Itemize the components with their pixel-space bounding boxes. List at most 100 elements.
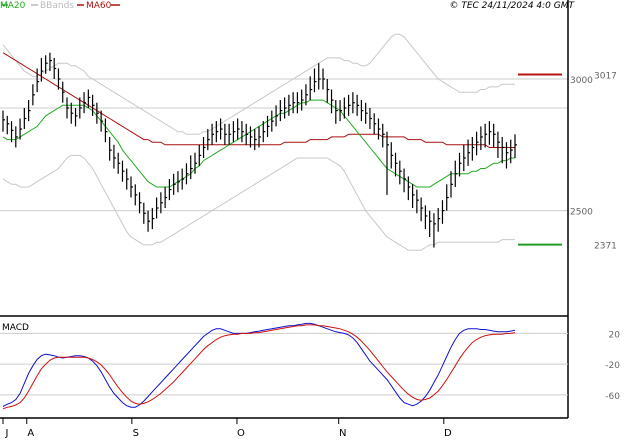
price-bar <box>66 97 69 119</box>
price-bar <box>57 68 61 90</box>
price-bar <box>143 202 146 224</box>
price-bar <box>467 139 471 166</box>
macd-grid <box>0 332 568 396</box>
price-bar <box>245 123 249 145</box>
price-bar <box>343 97 347 119</box>
price-bar <box>365 102 368 124</box>
price-bar <box>104 118 108 143</box>
price-bar <box>254 129 257 151</box>
price-bar <box>83 92 87 114</box>
macd-title: MACD <box>2 323 29 333</box>
price-bar <box>305 84 308 106</box>
price-y-axis: 2500 3000 <box>570 76 593 218</box>
price-bar <box>377 118 381 140</box>
price-bar <box>117 152 121 174</box>
price-bar <box>156 197 159 219</box>
price-bar <box>356 94 360 116</box>
price-bar <box>62 81 65 103</box>
price-bar <box>190 155 193 180</box>
price-bar <box>424 205 428 230</box>
month-label: S <box>133 428 139 439</box>
price-bar <box>335 100 338 124</box>
target-label: 2371 <box>594 242 617 252</box>
price-bar <box>471 136 475 161</box>
price-bar <box>484 123 488 148</box>
price-bar <box>309 76 313 101</box>
price-bar <box>113 144 116 169</box>
price-bar <box>279 100 283 122</box>
price-bar <box>2 110 5 132</box>
price-bar <box>394 152 398 177</box>
price-bar <box>412 184 415 209</box>
bollinger-bands <box>2 33 515 251</box>
price-bar <box>224 123 227 145</box>
price-bar <box>497 131 500 158</box>
month-label: J <box>5 428 9 439</box>
price-bar <box>232 121 236 143</box>
price-bar <box>249 126 253 148</box>
price-bar <box>15 126 18 148</box>
price-bar <box>292 92 296 114</box>
macd-tick-label: -20 <box>605 361 620 371</box>
price-bar <box>10 121 14 143</box>
price-bar <box>433 213 436 248</box>
price-bar <box>202 136 206 158</box>
price-bar <box>390 142 394 169</box>
month-label: D <box>444 428 452 439</box>
price-bar <box>266 115 270 137</box>
price-bar <box>100 110 104 132</box>
price-bar <box>121 160 125 182</box>
price-bar <box>138 192 142 214</box>
price-bar <box>480 126 483 151</box>
price-bar <box>40 57 44 82</box>
target-label: 3017 <box>594 72 617 82</box>
price-bar <box>164 186 168 209</box>
price-bar <box>446 184 449 211</box>
price-bar <box>450 171 453 198</box>
price-bar <box>36 68 40 93</box>
legend-bbands-label: BBands <box>40 1 74 11</box>
price-bar <box>284 97 287 119</box>
price-bar <box>134 184 138 206</box>
price-bars <box>2 52 517 248</box>
month-label: O <box>237 428 245 439</box>
price-bar <box>339 100 343 122</box>
price-bar <box>510 139 513 164</box>
legend-ma60-label: MA60 <box>86 1 112 11</box>
price-bar <box>296 92 300 114</box>
price-bar <box>369 107 372 130</box>
price-bar <box>420 197 424 222</box>
price-bar <box>79 97 82 119</box>
month-label: A <box>27 428 34 439</box>
price-bar <box>326 79 330 103</box>
price-bar <box>262 121 266 143</box>
price-bar <box>416 189 419 214</box>
price-bar <box>237 118 240 140</box>
price-bar <box>96 102 99 124</box>
price-bar <box>458 152 462 177</box>
price-bar <box>275 105 279 127</box>
macd-y-axis: 20 -20 -60 <box>605 330 620 402</box>
bollinger-upper-line <box>2 33 515 135</box>
price-bar <box>173 173 176 195</box>
price-bar <box>360 100 364 122</box>
price-bar <box>53 57 57 79</box>
price-bar <box>514 134 517 158</box>
price-bar <box>23 107 27 130</box>
bollinger-lower-line <box>2 154 515 251</box>
price-bar <box>194 152 197 174</box>
price-bar <box>160 192 163 214</box>
price-bar <box>109 136 112 161</box>
price-bar <box>288 94 291 116</box>
price-bar <box>211 123 215 145</box>
price-bar <box>301 89 304 111</box>
price-bar <box>488 121 492 145</box>
price-bar <box>207 129 210 151</box>
price-tick-label: 3000 <box>570 76 593 86</box>
legend: MA20 BBands MA60 <box>0 1 120 11</box>
price-bar <box>258 126 261 148</box>
price-bar <box>348 94 351 116</box>
price-bar <box>382 123 385 148</box>
price-bar <box>198 144 202 166</box>
